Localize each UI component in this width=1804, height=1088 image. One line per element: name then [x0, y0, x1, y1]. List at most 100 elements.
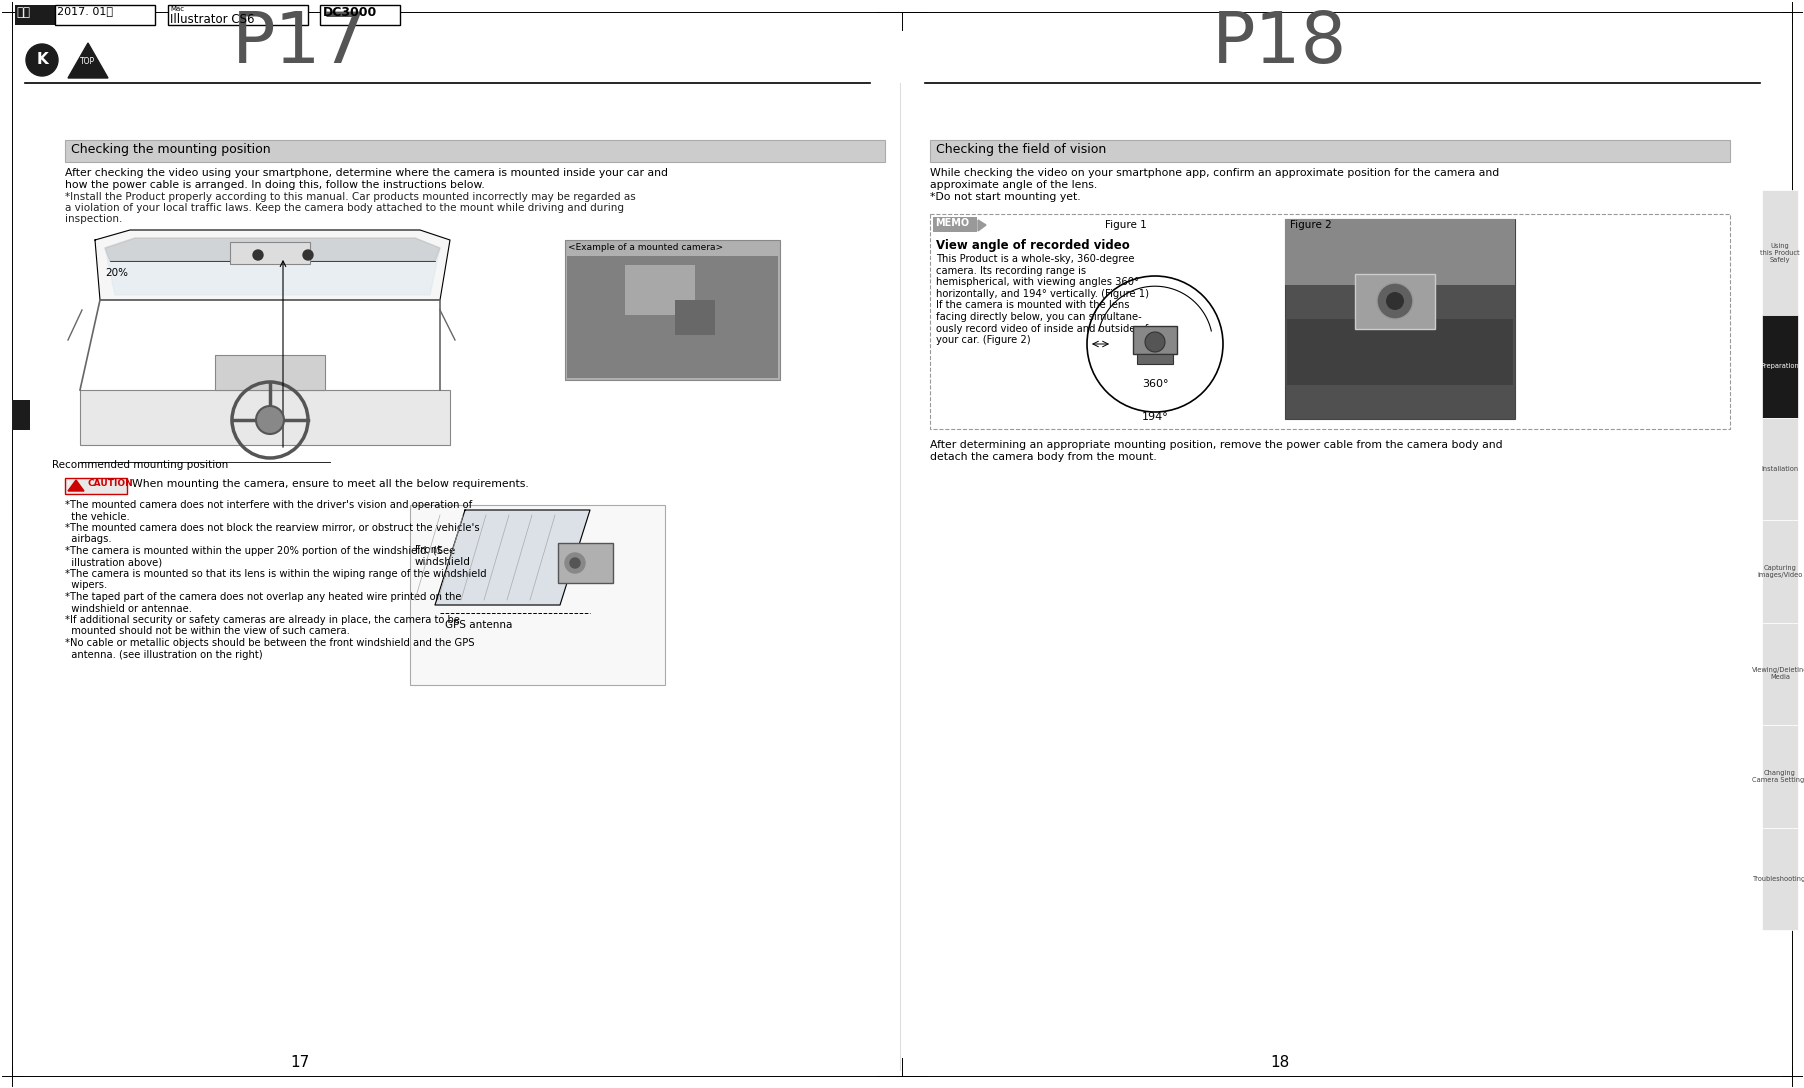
Circle shape	[1385, 292, 1404, 310]
Bar	[65, 140, 886, 162]
Text: Using
this Product
Safely: Using this Product Safely	[1761, 243, 1800, 262]
Text: This Product is a whole-sky, 360-degree
camera. Its recording range is
hemispher: This Product is a whole-sky, 360-degree …	[936, 254, 1149, 345]
Text: mounted should not be within the view of such camera.: mounted should not be within the view of…	[65, 627, 350, 636]
Text: windshield or antennae.: windshield or antennae.	[65, 604, 191, 614]
Text: windshield: windshield	[415, 557, 471, 567]
Text: 194°: 194°	[1142, 412, 1169, 422]
Bar	[1763, 725, 1799, 828]
Bar	[933, 217, 978, 232]
Text: Installation: Installation	[1761, 466, 1799, 472]
Text: Viewing/Deleting
Media: Viewing/Deleting Media	[1752, 667, 1804, 680]
Bar	[1763, 316, 1799, 418]
Bar	[65, 228, 556, 448]
Bar	[54, 5, 155, 25]
Text: *If additional security or safety cameras are already in place, the camera to be: *If additional security or safety camera…	[65, 615, 460, 625]
Bar	[1355, 274, 1434, 329]
Text: a violation of your local traffic laws. Keep the camera body attached to the mou: a violation of your local traffic laws. …	[65, 203, 624, 213]
Bar	[215, 355, 325, 390]
Text: Changing
Camera Settings: Changing Camera Settings	[1752, 770, 1804, 782]
Text: Figure 1: Figure 1	[1106, 220, 1147, 230]
Text: View angle of recorded video: View angle of recorded video	[936, 239, 1129, 252]
Text: Checking the field of vision: Checking the field of vision	[936, 143, 1106, 156]
Text: TOP: TOP	[81, 57, 96, 65]
Text: After checking the video using your smartphone, determine where the camera is mo: After checking the video using your smar…	[65, 168, 667, 178]
Text: K: K	[36, 52, 49, 67]
Text: 360°: 360°	[1142, 379, 1169, 390]
Polygon shape	[105, 238, 440, 261]
Bar	[65, 478, 126, 494]
Circle shape	[565, 553, 584, 573]
Text: 17: 17	[290, 1055, 310, 1070]
Text: GPS antenna: GPS antenna	[446, 620, 512, 630]
Bar	[675, 300, 714, 335]
Polygon shape	[105, 238, 440, 295]
Text: Recommended mounting position: Recommended mounting position	[52, 460, 227, 470]
Bar	[565, 240, 779, 380]
Text: DC3000: DC3000	[323, 7, 377, 18]
Bar	[624, 265, 695, 316]
Bar	[1763, 622, 1799, 725]
Text: 18: 18	[1270, 1055, 1290, 1070]
Bar	[410, 505, 666, 685]
Text: antenna. (see illustration on the right): antenna. (see illustration on the right)	[65, 650, 263, 659]
Text: detach the camera body from the mount.: detach the camera body from the mount.	[931, 452, 1156, 462]
Text: airbags.: airbags.	[65, 534, 112, 544]
Circle shape	[303, 250, 314, 260]
Bar	[168, 5, 308, 25]
Text: *The mounted camera does not interfere with the driver's vision and operation of: *The mounted camera does not interfere w…	[65, 500, 473, 510]
Bar	[557, 543, 613, 583]
Bar	[1137, 354, 1173, 364]
Text: *The mounted camera does not block the rearview mirror, or obstruct the vehicle': *The mounted camera does not block the r…	[65, 523, 480, 533]
Bar	[13, 400, 31, 430]
Text: *The camera is mounted within the upper 20% portion of the windshield. (See: *The camera is mounted within the upper …	[65, 546, 455, 556]
Bar	[319, 5, 400, 25]
Text: Checking the mounting position: Checking the mounting position	[70, 143, 271, 156]
Circle shape	[1376, 283, 1413, 319]
Text: <Example of a mounted camera>: <Example of a mounted camera>	[568, 243, 723, 252]
Text: how the power cable is arranged. In doing this, follow the instructions below.: how the power cable is arranged. In doin…	[65, 180, 485, 190]
Text: inspection.: inspection.	[65, 214, 123, 224]
Text: MEMO: MEMO	[934, 218, 969, 228]
Text: wipers.: wipers.	[65, 581, 106, 591]
Text: P18: P18	[1212, 9, 1348, 78]
Bar	[931, 140, 1730, 162]
Text: *No cable or metallic objects should be between the front windshield and the GPS: *No cable or metallic objects should be …	[65, 638, 474, 648]
Text: illustration above): illustration above)	[65, 557, 162, 568]
Text: While checking the video on your smartphone app, confirm an approximate position: While checking the video on your smartph…	[931, 168, 1499, 178]
Text: *The taped part of the camera does not overlap any heated wire printed on the: *The taped part of the camera does not o…	[65, 592, 462, 602]
Bar	[1763, 190, 1799, 316]
Text: *Install the Product properly according to this manual. Car products mounted inc: *Install the Product properly according …	[65, 191, 635, 202]
Bar	[229, 242, 310, 264]
Text: Illustrator CS6: Illustrator CS6	[170, 13, 254, 26]
Text: Front: Front	[415, 545, 442, 555]
Polygon shape	[69, 44, 108, 78]
Text: *Do not start mounting yet.: *Do not start mounting yet.	[931, 191, 1081, 202]
Text: !: !	[67, 482, 70, 491]
Circle shape	[256, 406, 283, 434]
Text: P17: P17	[233, 9, 368, 78]
Circle shape	[253, 250, 263, 260]
Bar	[1763, 418, 1799, 520]
Text: 2017. 01月: 2017. 01月	[58, 7, 114, 16]
Polygon shape	[435, 510, 590, 605]
Text: Mac: Mac	[170, 7, 184, 12]
Bar	[931, 214, 1730, 429]
Bar	[1284, 219, 1515, 419]
Text: When mounting the camera, ensure to meet all the below requirements.: When mounting the camera, ensure to meet…	[132, 479, 529, 489]
Text: the vehicle.: the vehicle.	[65, 511, 130, 521]
Polygon shape	[69, 480, 85, 491]
Text: *The camera is mounted so that its lens is within the wiping range of the windsh: *The camera is mounted so that its lens …	[65, 569, 487, 579]
Bar	[1133, 326, 1176, 354]
Bar	[1286, 319, 1514, 385]
Bar	[1284, 219, 1515, 285]
Text: 初版: 初版	[16, 7, 31, 18]
Bar	[14, 5, 54, 25]
Bar	[1763, 520, 1799, 622]
Text: 20%: 20%	[105, 268, 128, 279]
Polygon shape	[96, 230, 449, 300]
Circle shape	[25, 44, 58, 76]
Text: Preparation: Preparation	[1761, 363, 1799, 370]
Bar	[566, 256, 778, 378]
Polygon shape	[978, 220, 987, 231]
Text: CAUTION: CAUTION	[87, 479, 133, 489]
